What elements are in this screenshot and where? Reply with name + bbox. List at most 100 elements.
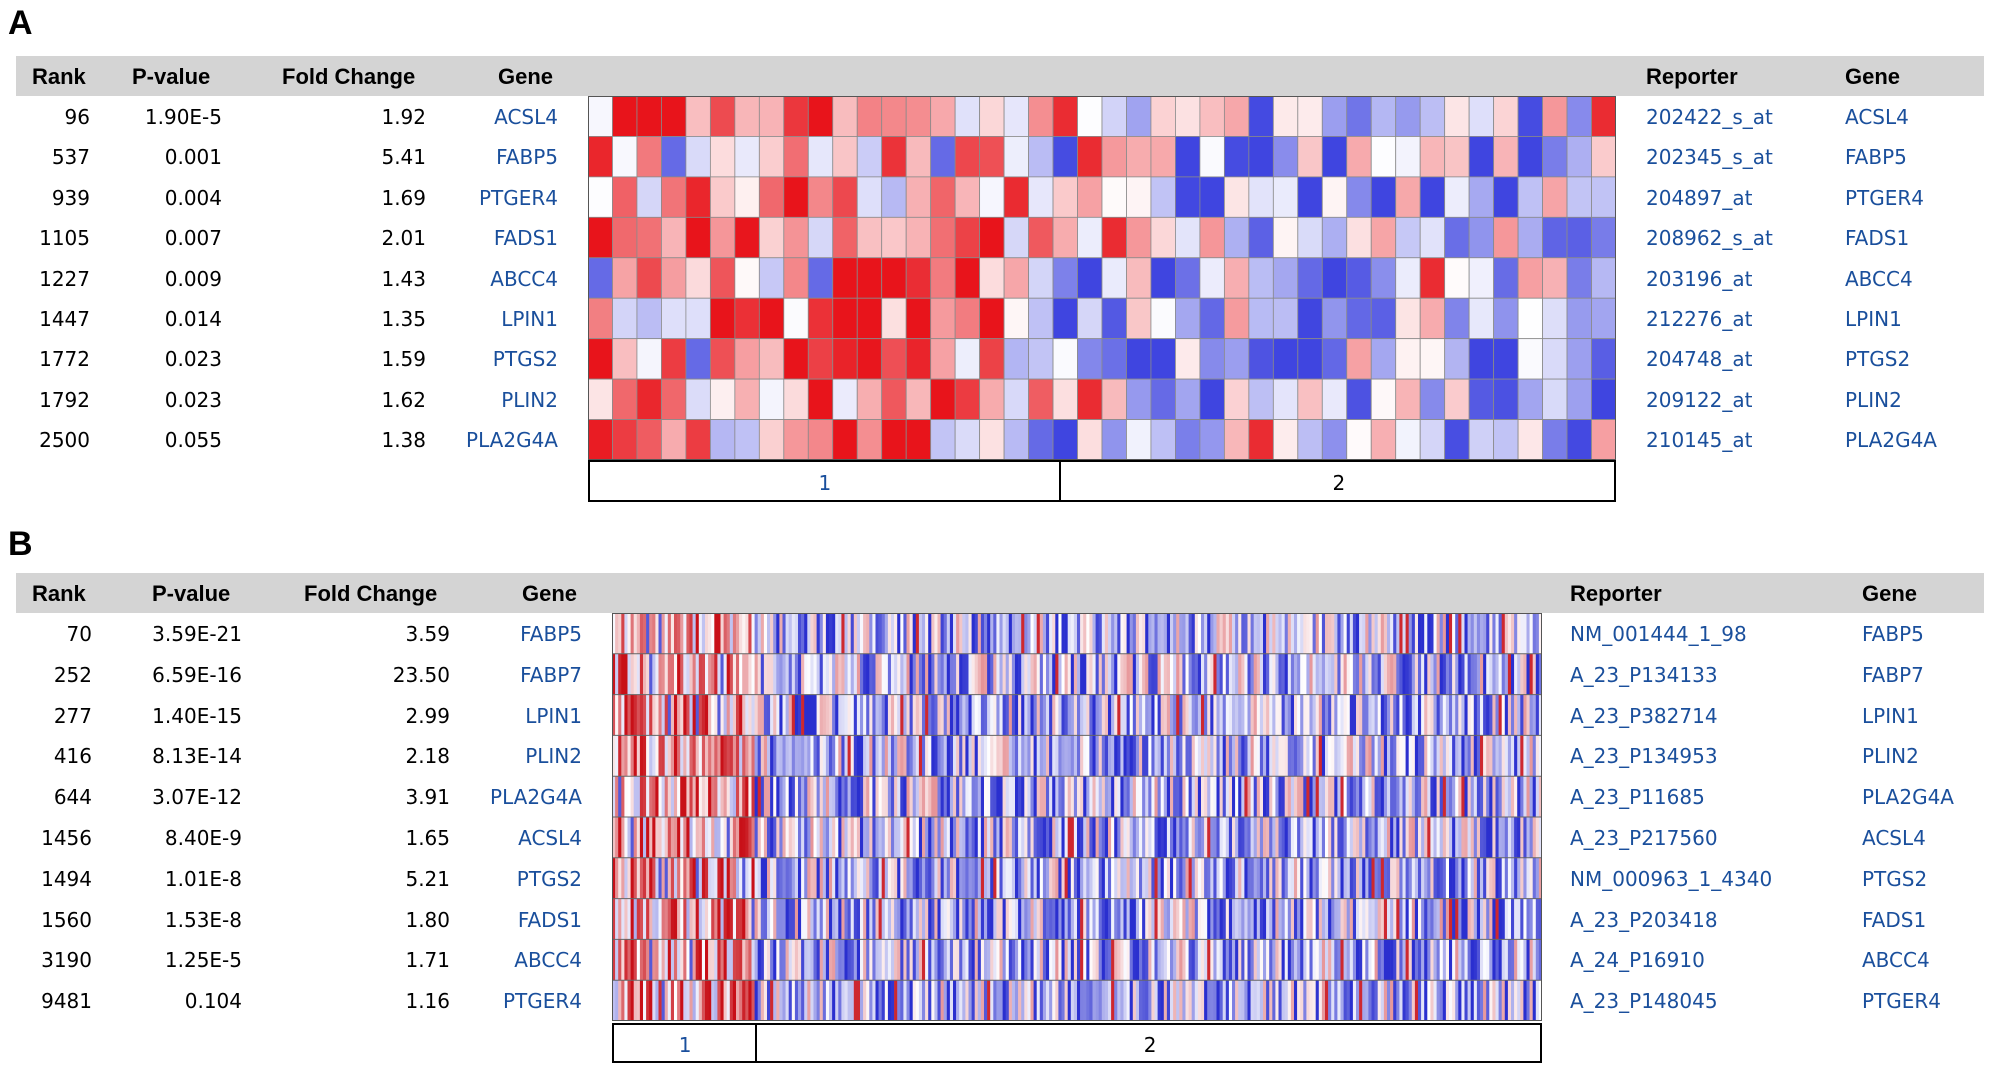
gene-link-right[interactable]: FADS1 [1845,226,1910,251]
reporter-link[interactable]: NM_001444_1_98 [1570,622,1747,646]
heatmap-cell [615,817,619,858]
heatmap-cell [869,735,873,777]
gene-link[interactable]: ACSL4 [518,826,582,850]
heatmap-cell [897,653,901,695]
heatmap-cell [1098,613,1103,654]
gene-link[interactable]: PLIN2 [501,387,558,412]
reporter-link[interactable]: 208962_s_at [1646,226,1773,251]
reporter-link[interactable]: NM_000963_1_4340 [1570,866,1773,891]
gene-link-right[interactable]: ABCC4 [1862,948,1930,973]
gene-link[interactable]: FABP5 [496,145,558,170]
gene-link-right[interactable]: ACSL4 [1862,826,1926,850]
heatmap-cell [953,694,957,736]
gene-link-right[interactable]: ABCC4 [1845,266,1913,291]
heatmap-cell [1163,939,1168,981]
heatmap-cell [773,735,777,777]
gene-link-right[interactable]: FABP5 [1862,622,1924,646]
gene-link-right[interactable]: PLIN2 [1862,744,1919,769]
gene-link[interactable]: FADS1 [517,907,582,932]
reporter-link[interactable]: A_23_P382714 [1570,703,1718,728]
heatmap-cell [979,96,1005,137]
gene-link[interactable]: PTGS2 [492,347,558,372]
heatmap-cell [1393,776,1397,817]
heatmap-cell [767,735,771,777]
group-label-1[interactable]: 1 [818,471,832,495]
gene-link-right[interactable]: PLA2G4A [1845,428,1937,453]
gene-link[interactable]: PLIN2 [525,744,582,769]
reporter-link[interactable]: 209122_at [1646,387,1753,412]
reporter-link[interactable]: A_23_P217560 [1570,826,1718,850]
reporter-link[interactable]: A_23_P134133 [1570,662,1718,687]
heatmap-cell [1228,817,1233,858]
heatmap-cell [847,613,851,654]
heatmap-cell [884,939,889,981]
heatmap-cell [726,898,731,940]
heatmap-cell [946,857,951,899]
gene-link[interactable]: FADS1 [493,226,558,251]
heatmap-cell [1489,776,1493,817]
reporter-link[interactable]: 204897_at [1646,185,1753,210]
gene-link-right[interactable]: PTGER4 [1845,185,1925,210]
gene-link-right[interactable]: LPIN1 [1845,307,1902,331]
reporter-link[interactable]: 203196_at [1646,266,1753,291]
gene-link-right[interactable]: FABP5 [1845,145,1907,170]
heatmap-cell [1272,857,1276,899]
heatmap-cell [1064,898,1068,940]
heatmap-cell [813,653,817,695]
reporter-link[interactable]: 210145_at [1646,428,1753,453]
reporter-link[interactable]: 212276_at [1646,307,1753,331]
reporter-link[interactable]: 202345_s_at [1646,145,1773,170]
gene-link[interactable]: ABCC4 [514,948,582,973]
reporter-link[interactable]: 202422_s_at [1646,105,1773,129]
heatmap-cell [1111,857,1115,899]
gene-link[interactable]: PLA2G4A [490,785,582,810]
gene-link-right[interactable]: LPIN1 [1862,703,1919,728]
gene-link[interactable]: ABCC4 [490,266,558,291]
gene-link-right[interactable]: ACSL4 [1845,105,1909,129]
heatmap-cell [689,613,693,654]
heatmap-cell [1365,653,1369,695]
heatmap-cell [1306,817,1310,858]
heatmap-cell [1343,776,1347,817]
reporter-link[interactable]: 204748_at [1646,347,1753,372]
heatmap-cell [1414,980,1419,1021]
heatmap-cell [726,857,731,899]
gene-link[interactable]: PTGER4 [478,185,558,210]
gene-link[interactable]: LPIN1 [525,703,582,728]
gene-link[interactable]: LPIN1 [501,307,558,331]
gene-link-right[interactable]: PTGS2 [1862,866,1928,891]
heatmap-cell [1402,817,1406,858]
heatmap-cell [1458,817,1462,858]
heatmap-cell [1520,817,1524,858]
gene-link[interactable]: PTGER4 [502,989,582,1014]
heatmap-cell [1070,776,1075,817]
reporter-link[interactable]: A_23_P11685 [1570,785,1705,810]
gene-link-right[interactable]: FABP7 [1862,662,1924,687]
group-label-1[interactable]: 1 [678,1033,692,1057]
gene-link-right[interactable]: PLA2G4A [1862,785,1954,810]
gene-link[interactable]: FABP5 [520,622,582,646]
heatmap-cell [639,939,644,981]
heatmap-cell [720,653,724,695]
gene-link[interactable]: PTGS2 [516,866,582,891]
gene-link-right[interactable]: PLIN2 [1845,387,1902,412]
heatmap-cell [783,96,809,137]
gene-link-right[interactable]: PTGER4 [1862,989,1942,1014]
reporter-link[interactable]: A_24_P16910 [1570,948,1705,973]
gene-link[interactable]: PLA2G4A [466,428,558,453]
gene-link-right[interactable]: FADS1 [1862,907,1927,932]
heatmap-cell [667,776,672,817]
heatmap-cell [987,817,991,858]
heatmap-cell [990,694,994,736]
gene-link-right[interactable]: PTGS2 [1845,347,1911,372]
reporter-link[interactable]: A_23_P203418 [1570,907,1718,932]
heatmap-cell [956,898,960,940]
gene-link[interactable]: FABP7 [520,662,582,687]
heatmap-cell [878,735,882,777]
heatmap-cell [819,613,824,654]
reporter-link[interactable]: A_23_P134953 [1570,744,1718,769]
reporter-link[interactable]: A_23_P148045 [1570,989,1718,1014]
gene-link[interactable]: ACSL4 [494,105,558,129]
heatmap-cell [709,96,736,137]
heatmap-cell [1449,613,1453,654]
